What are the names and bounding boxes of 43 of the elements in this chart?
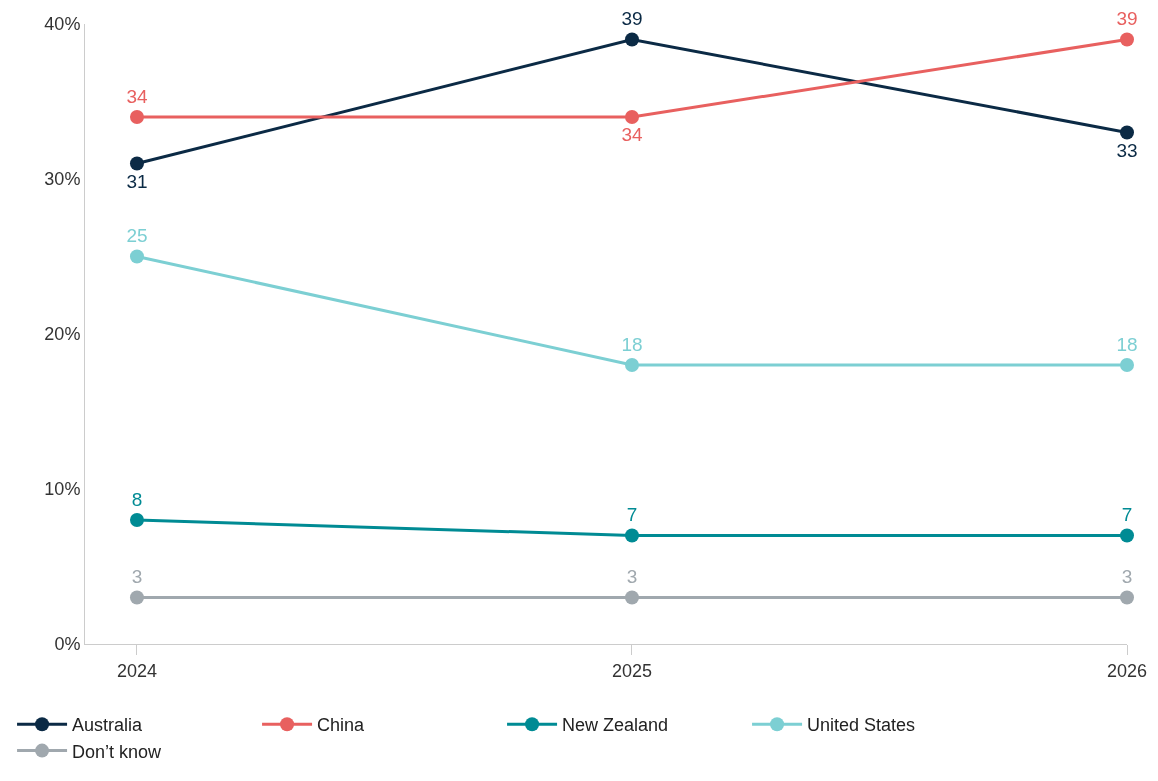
- legend-label: New Zealand: [562, 715, 669, 736]
- data-label: 34: [126, 85, 148, 107]
- y-tick-label: 10%: [44, 479, 81, 500]
- point: [129, 156, 144, 171]
- legend-label: Don’t know: [72, 741, 163, 762]
- point: [1120, 125, 1134, 140]
- data-label: 39: [621, 8, 643, 29]
- data-label: 3: [131, 566, 143, 587]
- data-label: 8: [131, 488, 143, 510]
- point: [625, 32, 639, 47]
- y-tick-label: 30%: [44, 169, 81, 190]
- data-label: 33: [1116, 139, 1138, 161]
- y-tick-label: 0%: [54, 634, 81, 655]
- legend-label: United States: [807, 715, 916, 736]
- x-tick-label: 2024: [116, 660, 157, 681]
- data-label: 34: [621, 124, 643, 145]
- data-label: 3: [626, 566, 638, 587]
- data-label: 18: [621, 333, 643, 355]
- legend-label: Australia: [72, 715, 144, 736]
- point: [129, 249, 144, 264]
- point: [1120, 358, 1134, 372]
- data-label: 7: [1121, 504, 1133, 525]
- point: [625, 110, 639, 124]
- data-label: 3: [1121, 566, 1133, 587]
- point: [625, 528, 639, 543]
- point: [129, 513, 144, 527]
- data-label: 7: [626, 504, 638, 525]
- data-label: 31: [126, 170, 148, 192]
- point: [1120, 528, 1134, 543]
- y-tick-label: 40%: [44, 14, 81, 35]
- data-label: 25: [126, 225, 148, 246]
- point: [129, 590, 144, 605]
- point: [625, 358, 639, 372]
- x-tick-label: 2025: [611, 660, 653, 681]
- point: [1120, 32, 1134, 47]
- point: [1120, 590, 1134, 605]
- y-tick-label: 20%: [44, 324, 81, 345]
- data-label: 18: [1116, 333, 1138, 355]
- x-tick-label: 2026: [1106, 660, 1148, 681]
- point: [625, 590, 639, 605]
- data-label: 39: [1116, 8, 1138, 29]
- point: [129, 110, 144, 124]
- legend-label: China: [317, 715, 366, 736]
